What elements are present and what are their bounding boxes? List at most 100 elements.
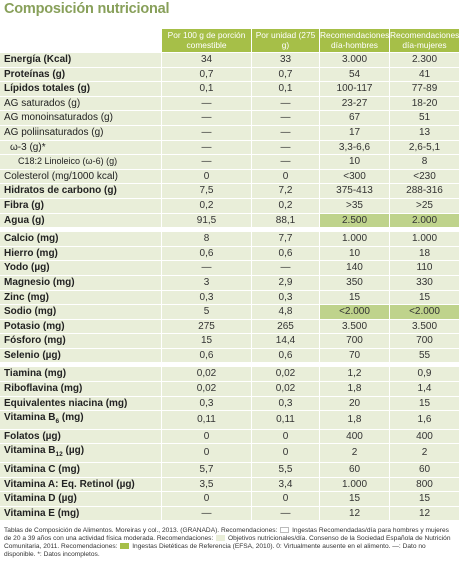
value-per-unit: 0 <box>252 169 320 185</box>
spacer-cell <box>390 228 460 233</box>
legend-swatch-white <box>280 527 290 534</box>
value-per-100g: 7,5 <box>162 184 252 199</box>
value-rec-men: 17 <box>320 125 390 141</box>
value-per-unit: — <box>252 155 320 170</box>
nutrient-label: Equivalentes niacina (mg) <box>4 397 128 409</box>
value-per-100g: 15 <box>162 334 252 349</box>
value-per-100g: 0,2 <box>162 198 252 214</box>
value-per-100g: 0,7 <box>162 67 252 83</box>
value-per-100g: 0 <box>162 169 252 185</box>
nutrient-name: Tiamina (mg) <box>0 367 162 383</box>
nutrient-label: Folatos (µg) <box>4 430 61 442</box>
header-per-100g: Por 100 g de porción comestible <box>162 29 252 53</box>
value-per-100g: 0,02 <box>162 367 252 383</box>
nutrient-name: Vitamina D (µg) <box>0 492 162 507</box>
value-per-unit: 5,5 <box>252 463 320 478</box>
nutrient-name: Proteínas (g) <box>0 67 162 83</box>
footnote-legend-2: Objetivos nutricionales/día. Consenso de… <box>4 535 451 551</box>
value-per-100g: — <box>162 261 252 276</box>
footnote-legend-3: Ingestas Dietéticas de Referencia (EFSA,… <box>4 543 426 559</box>
nutrient-name: Sodio (mg) <box>0 305 162 320</box>
table-row: Tiamina (mg) 0,02 0,02 1,2 0,9 <box>0 367 460 383</box>
value-per-100g: — <box>162 96 252 112</box>
value-per-100g: 91,5 <box>162 213 252 229</box>
table-row: Energía (Kcal) 34 33 3.000 2.300 <box>0 53 460 68</box>
value-per-unit: 0,6 <box>252 246 320 262</box>
nutrient-label: Magnesio (mg) <box>4 276 75 288</box>
table-row: Colesterol (mg/1000 kcal) 0 0 <300 <230 <box>0 169 460 185</box>
value-per-100g: 0,3 <box>162 290 252 306</box>
spacer-cell <box>252 363 320 368</box>
legend-swatch-light <box>216 535 226 542</box>
value-per-unit: 88,1 <box>252 213 320 229</box>
nutrient-label: Agua (g) <box>4 214 45 226</box>
table-row: Potasio (mg) 275 265 3.500 3.500 <box>0 319 460 335</box>
nutrient-name: Calcio (mg) <box>0 232 162 247</box>
value-per-unit: 265 <box>252 319 320 335</box>
value-rec-men: >35 <box>320 198 390 214</box>
nutrient-name: Yodo (µg) <box>0 261 162 276</box>
nutrient-label: ω-3 (g)* <box>10 141 46 153</box>
value-per-100g: — <box>162 140 252 156</box>
nutrient-name: Vitamina E (mg) <box>0 506 162 522</box>
table-row: Vitamina D (µg) 0 0 15 15 <box>0 492 460 507</box>
value-per-100g: — <box>162 111 252 126</box>
value-per-100g: 3,5 <box>162 477 252 493</box>
nutrient-name: Vitamina B6 (mg) <box>0 411 162 430</box>
value-rec-women: 1,4 <box>390 382 460 397</box>
table-row: Sodio (mg) 5 4,8 <2.000 <2.000 <box>0 305 460 320</box>
nutrient-label: Zinc (mg) <box>4 291 49 303</box>
table-row: Calcio (mg) 8 7,7 1.000 1.000 <box>0 232 460 247</box>
nutrient-label: Potasio (mg) <box>4 320 65 332</box>
value-rec-women: 1.000 <box>390 232 460 247</box>
table-row: AG poliinsaturados (g) — —17 13 <box>0 125 460 141</box>
value-per-unit: 3,4 <box>252 477 320 493</box>
nutrient-unit: (mg) <box>59 412 84 424</box>
nutrient-name: Hierro (mg) <box>0 246 162 262</box>
value-per-unit: 14,4 <box>252 334 320 349</box>
value-per-unit: — <box>252 96 320 112</box>
nutrient-label: Hidratos de carbono (g) <box>4 185 117 197</box>
table-row: AG saturados (g) — —23-27 18-20 <box>0 96 460 112</box>
value-per-unit: 0,11 <box>252 411 320 430</box>
nutrient-name: AG monoinsaturados (g) <box>0 111 162 126</box>
nutrient-label: AG poliinsaturados (g) <box>4 126 104 138</box>
spacer-cell <box>0 363 162 368</box>
value-rec-men: 400 <box>320 429 390 445</box>
value-rec-men: 10 <box>320 246 390 262</box>
value-rec-women: 8 <box>390 155 460 170</box>
value-rec-men: 10 <box>320 155 390 170</box>
value-rec-women: 2.000 <box>390 213 460 229</box>
nutrient-label: Hierro (mg) <box>4 247 58 259</box>
nutrient-name: Vitamina B12 (µg) <box>0 444 162 464</box>
nutrient-name: AG poliinsaturados (g) <box>0 125 162 141</box>
value-rec-men: 70 <box>320 348 390 364</box>
nutrient-name: Equivalentes niacina (mg) <box>0 396 162 412</box>
value-rec-men: 100-117 <box>320 82 390 97</box>
table-row: AG monoinsaturados (g) — —67 51 <box>0 111 460 126</box>
value-per-unit: — <box>252 140 320 156</box>
value-rec-women: 330 <box>390 275 460 291</box>
value-per-100g: 0,6 <box>162 246 252 262</box>
table-body: Energía (Kcal) 34 33 3.000 2.300 Proteínas (g… <box>0 53 460 522</box>
value-per-unit: — <box>252 125 320 141</box>
spacer-cell <box>320 228 390 233</box>
nutrient-label: C18:2 Linoleico (ω-6) (g) <box>18 156 118 167</box>
value-rec-men: 1,2 <box>320 367 390 383</box>
value-rec-men: 60 <box>320 463 390 478</box>
value-rec-men: 375-413 <box>320 184 390 199</box>
value-rec-men: 3,3-6,6 <box>320 140 390 156</box>
nutrient-label: Vitamina E (mg) <box>4 507 80 519</box>
table-row: Fósforo (mg) 15 14,4 700 700 <box>0 334 460 349</box>
value-per-unit: 33 <box>252 53 320 68</box>
group-spacer <box>0 228 460 233</box>
table-row: Proteínas (g) 0,7 0,7 54 41 <box>0 67 460 83</box>
table-row: Zinc (mg) 0,3 0,3 15 15 <box>0 290 460 306</box>
nutrient-label: AG saturados (g) <box>4 97 81 109</box>
table-row: Vitamina B6 (mg) 0,11 0,11 1,8 1,6 <box>0 411 460 430</box>
value-rec-men: 140 <box>320 261 390 276</box>
value-rec-men: 3.000 <box>320 53 390 68</box>
value-per-100g: 0,11 <box>162 411 252 430</box>
value-rec-men: 1.000 <box>320 232 390 247</box>
